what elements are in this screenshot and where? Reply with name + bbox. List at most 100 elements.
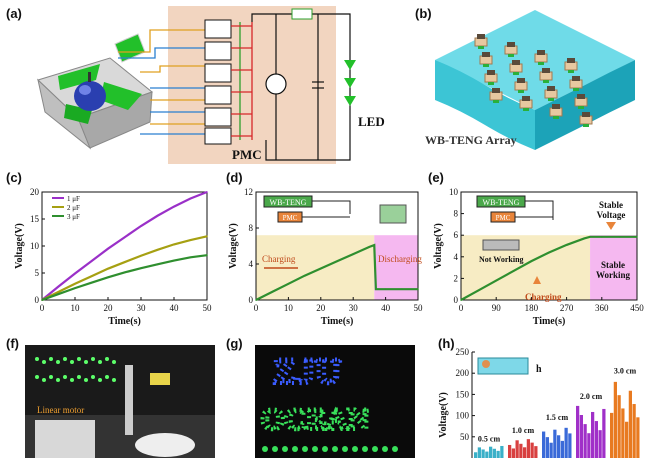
led-label: LED: [358, 114, 385, 129]
array-unit-base: [483, 64, 489, 67]
led-bottom-row: [262, 446, 398, 452]
led-dot: [84, 378, 88, 382]
array-units: [474, 34, 593, 127]
chart-h-bar: [515, 440, 519, 458]
chart-d-point: [320, 267, 322, 270]
chart-c-point: [173, 259, 175, 262]
chart-e-xtick-label: 0: [459, 303, 464, 313]
chart-d-point: [373, 244, 376, 246]
array-unit-base: [548, 98, 554, 101]
chart-e-xtick-label: 450: [630, 303, 644, 313]
chart-h-bar: [549, 442, 553, 458]
chart-h-bar: [557, 435, 561, 458]
chart-h-bar: [477, 447, 481, 458]
chart-h-bar: [628, 390, 632, 458]
pmc-label: PMC: [232, 147, 262, 162]
led-dot: [272, 446, 278, 452]
chart-e-ylabel: Voltage(V): [433, 223, 444, 269]
led-dot: [312, 446, 318, 452]
chart-d-ytick-label: 4: [249, 259, 254, 269]
chart-c-point: [123, 271, 126, 274]
chart-c-point: [156, 214, 159, 217]
chart-h-bar: [587, 433, 591, 458]
panel-b-array: WB-TENG Array: [425, 10, 635, 150]
chart-e-xtick-label: 180: [525, 303, 539, 313]
chart-h-bar: [602, 408, 606, 458]
array-unit: [474, 37, 488, 47]
led-dot: [35, 375, 39, 379]
array-unit-base: [578, 106, 584, 109]
stable-arrow-icon: [606, 222, 616, 230]
chart-c-point: [123, 261, 126, 263]
chart-e-point: [548, 251, 550, 254]
chart-d-point: [336, 260, 338, 263]
chart-e-ytick-label: 0: [454, 295, 459, 305]
array-unit-top: [507, 42, 515, 47]
panel-label-h: (h): [438, 336, 455, 351]
array-unit-base: [543, 80, 549, 83]
chart-h-bar: [576, 405, 580, 458]
chart-e-xtick-label: 360: [595, 303, 609, 313]
chart-d-xlabel: Time(s): [321, 316, 354, 327]
array-unit: [579, 115, 593, 125]
chart-h-ylabel: Voltage(V): [438, 392, 449, 438]
chart-d-point: [384, 288, 387, 290]
panel-label-d: (d): [226, 170, 243, 185]
led-dot: [91, 375, 95, 379]
chart-c-point: [140, 254, 142, 257]
chart-c-point: [90, 281, 93, 284]
chart-c-point: [140, 225, 142, 227]
led-dot: [56, 360, 60, 364]
chart-h-bar-label: 3.0 cm: [614, 366, 637, 375]
chart-c-point: [156, 248, 159, 251]
stable-voltage-label-2: Voltage: [597, 210, 626, 220]
chart-c-point: [189, 256, 192, 259]
array-unit: [484, 73, 498, 83]
chart-c-point: [41, 299, 43, 301]
photo-led-letters: ZJU OCEAN: [255, 345, 415, 458]
chart-e-point: [460, 299, 462, 301]
chart-h-bar: [500, 445, 504, 458]
array-unit: [549, 107, 563, 117]
chart-e-point: [601, 236, 603, 238]
linear-motor-label: Linear motor: [37, 405, 84, 415]
chart-d-point: [352, 253, 354, 255]
chart-h-bar-label: 1.5 cm: [546, 413, 569, 422]
led-dot: [49, 357, 53, 361]
device-wires: [118, 29, 205, 135]
chart-c: 0 10 20 30 40 50 0 5 10 15 20 Time(s) Voltage(V) 1 μF…: [14, 187, 212, 327]
chart-h-bar: [519, 443, 523, 458]
chart-h-bar: [610, 412, 614, 458]
led-dot: [322, 446, 328, 452]
chart-h-bar: [511, 448, 515, 458]
chart-h-bar: [632, 404, 636, 458]
array-unit-base: [508, 54, 514, 57]
test-object: [135, 433, 195, 457]
chart-h-bar: [485, 451, 489, 458]
motor-head: [150, 373, 170, 385]
chart-c-point: [107, 276, 109, 279]
chart-d-plot-frame: [255, 191, 419, 301]
chart-e-ytick-label: 10: [449, 187, 459, 197]
chart-h-bar: [474, 452, 478, 458]
chart-c-point: [206, 235, 208, 238]
array-unit-top: [567, 58, 575, 63]
array-unit-top: [537, 50, 545, 55]
chart-h-bar-label: 2.0 cm: [580, 392, 603, 401]
array-label: WB-TENG Array: [425, 133, 517, 147]
chart-c-xtick-label: 30: [137, 303, 147, 313]
chart-h-bar: [621, 408, 625, 458]
chart-h-bar: [613, 381, 617, 458]
chart-c-xtick-label: 10: [71, 303, 81, 313]
chart-e-point: [589, 236, 591, 238]
chart-c-xtick-label: 0: [40, 303, 45, 313]
chart-c-ylabel: Voltage(V): [14, 223, 25, 269]
charging-label: Charging: [262, 254, 296, 264]
chart-d-point: [287, 283, 290, 285]
led-dot: [63, 375, 67, 379]
chart-c-point: [140, 267, 142, 269]
chart-c-point: [90, 275, 93, 278]
chart-c-ytick-label: 15: [30, 214, 40, 224]
chart-c-legend-label: 1 μF: [67, 195, 80, 203]
array-unit-top: [482, 52, 490, 57]
